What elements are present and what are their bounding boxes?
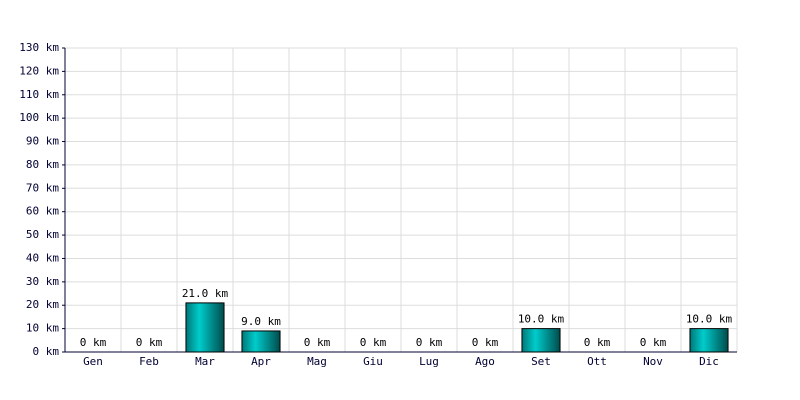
y-tick-label: 100 km <box>19 111 59 124</box>
value-label: 0 km <box>640 336 667 349</box>
bar <box>241 330 281 353</box>
x-tick-label: Ott <box>587 355 607 368</box>
bar <box>185 302 225 353</box>
value-label: 10.0 km <box>518 313 565 326</box>
value-label: 0 km <box>416 336 443 349</box>
y-tick-label: 80 km <box>26 158 59 171</box>
x-tick-label: Dic <box>699 355 719 368</box>
value-label: 9.0 km <box>241 315 281 328</box>
x-tick-label: Mar <box>195 355 215 368</box>
x-tick-label: Gen <box>83 355 103 368</box>
value-label: 0 km <box>304 336 331 349</box>
value-label: 0 km <box>360 336 387 349</box>
value-label: 10.0 km <box>686 313 733 326</box>
y-tick-label: 120 km <box>19 64 59 77</box>
y-tick-label: 130 km <box>19 41 59 54</box>
x-tick-label: Mag <box>307 355 327 368</box>
x-tick-label: Giu <box>363 355 383 368</box>
y-tick-label: 30 km <box>26 275 59 288</box>
y-tick-label: 110 km <box>19 88 59 101</box>
y-tick-label: 20 km <box>26 298 59 311</box>
x-tick-label: Apr <box>251 355 271 368</box>
x-tick-label: Nov <box>643 355 663 368</box>
x-tick-label: Lug <box>419 355 439 368</box>
x-tick-label: Set <box>531 355 551 368</box>
bar <box>521 328 561 353</box>
y-tick-label: 90 km <box>26 135 59 148</box>
y-tick-label: 0 km <box>33 345 60 358</box>
value-label: 0 km <box>472 336 499 349</box>
x-tick-label: Ago <box>475 355 495 368</box>
y-tick-label: 50 km <box>26 228 59 241</box>
y-tick-label: 10 km <box>26 322 59 335</box>
value-label: 21.0 km <box>182 287 229 300</box>
value-label: 0 km <box>136 336 163 349</box>
value-label: 0 km <box>80 336 107 349</box>
bar <box>689 328 729 353</box>
y-tick-label: 70 km <box>26 181 59 194</box>
x-tick-label: Feb <box>139 355 159 368</box>
value-label: 0 km <box>584 336 611 349</box>
y-tick-label: 40 km <box>26 251 59 264</box>
y-tick-label: 60 km <box>26 205 59 218</box>
